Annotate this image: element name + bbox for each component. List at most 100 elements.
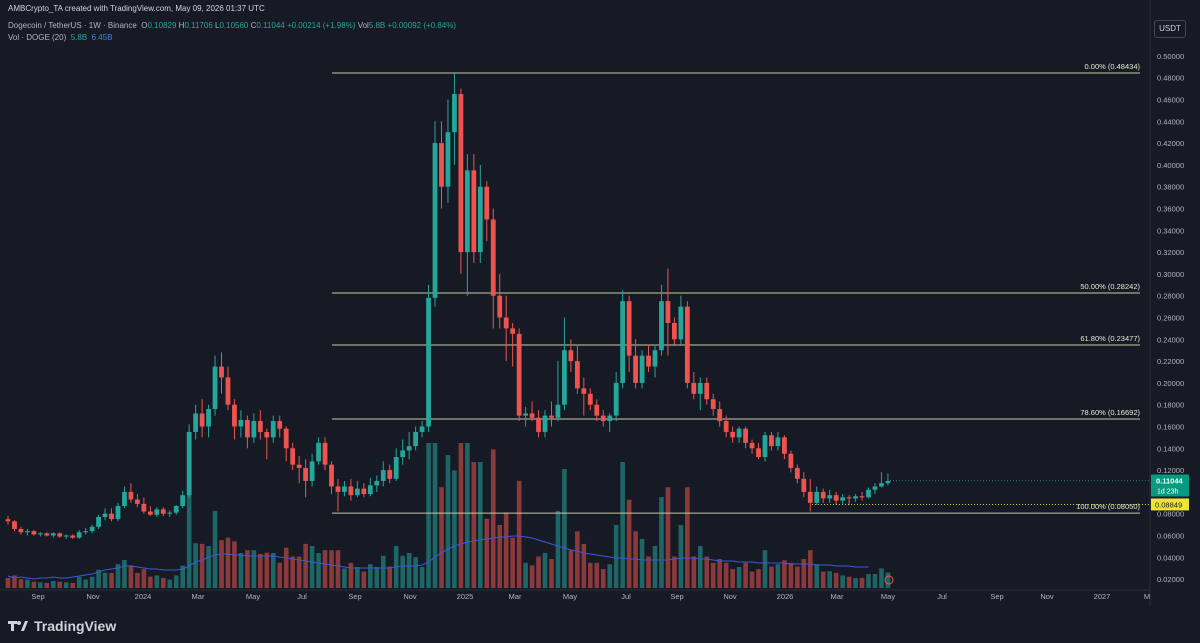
y-tick-label: 0.32000 — [1157, 248, 1184, 257]
volume-indicator-legend[interactable]: Vol · DOGE (20) 5.8B 6.45B — [8, 33, 113, 42]
volume-bar — [503, 512, 509, 588]
candle-body — [464, 170, 470, 253]
candle-body — [633, 355, 638, 383]
candle-body — [672, 322, 677, 340]
last-price-badge — [1151, 474, 1189, 497]
volume-bar — [238, 553, 244, 588]
volume-bar — [38, 582, 43, 588]
volume-bar — [439, 487, 444, 588]
candle-body — [251, 421, 257, 438]
candle-body — [70, 535, 76, 538]
y-tick-label: 0.20000 — [1157, 379, 1184, 388]
candle-body — [232, 404, 237, 427]
volume-bar — [342, 568, 347, 588]
volume-bar — [335, 550, 341, 588]
volume-bar — [788, 562, 794, 588]
volume-bar — [193, 543, 198, 588]
candle-body — [154, 509, 160, 515]
footer-bar — [0, 606, 1200, 643]
volume-bar — [484, 518, 490, 588]
currency-button[interactable]: USDT — [1154, 20, 1186, 38]
x-tick-label: Nov — [86, 592, 100, 601]
candle-body — [678, 306, 684, 340]
candle-body — [290, 448, 296, 465]
volume-bar — [206, 546, 211, 588]
chart-credit: AMBCrypto_TA created with TradingView.co… — [8, 4, 265, 13]
volume-bar — [44, 582, 50, 588]
symbol-name[interactable]: Dogecoin / TetherUS · 1W · Binance — [8, 21, 137, 30]
volume-bar — [219, 540, 224, 588]
volume-bar — [445, 455, 451, 588]
candle-body — [173, 506, 179, 513]
candle-body — [827, 495, 833, 499]
candle-body — [348, 486, 354, 496]
high-label: H — [178, 21, 185, 30]
y-tick-label: 0.36000 — [1157, 205, 1184, 214]
volume-bar — [697, 546, 703, 588]
volume-bar — [419, 567, 425, 588]
low-value: 0.10560 — [219, 21, 249, 30]
y-tick-label: 0.30000 — [1157, 270, 1184, 279]
volume-bar — [31, 581, 37, 588]
candle-body — [160, 509, 166, 514]
close-label: C — [250, 21, 257, 30]
candle-body — [587, 393, 593, 405]
volume-bar — [83, 579, 88, 588]
symbol-ohlc-legend[interactable]: Dogecoin / TetherUS · 1W · Binance O0.10… — [8, 21, 456, 30]
candle-body — [497, 295, 503, 318]
candle-body — [322, 442, 328, 465]
candle-body — [109, 513, 114, 520]
volume-bar — [600, 569, 606, 588]
x-tick-label: M — [1144, 592, 1150, 601]
y-tick-label: 0.50000 — [1157, 52, 1184, 61]
volume-bar — [691, 556, 697, 588]
candle-body — [581, 388, 587, 394]
volume-bar — [186, 494, 192, 588]
volume-bar — [497, 525, 503, 588]
volume-bar — [406, 553, 412, 588]
candle-body — [730, 431, 736, 438]
volume-bar — [594, 562, 600, 588]
volume-bar — [290, 556, 295, 588]
x-tick-label: Sep — [990, 592, 1003, 601]
x-tick-label: Sep — [670, 592, 683, 601]
volume-bar — [704, 556, 710, 588]
candle-body — [147, 511, 153, 515]
candle-body — [5, 519, 11, 522]
price-change: +0.00214 (+1.98%) — [286, 21, 356, 30]
candle-body — [25, 531, 30, 533]
low-label: L — [215, 21, 220, 30]
candle-body — [736, 428, 742, 438]
y-tick-label: 0.42000 — [1157, 139, 1184, 148]
candle-body — [439, 143, 444, 187]
candle-body — [96, 516, 101, 527]
candle-body — [57, 533, 63, 537]
candle-body — [452, 94, 457, 133]
volume-bar — [63, 582, 69, 588]
volume-bar — [665, 487, 671, 588]
open-value: 0.10829 — [147, 21, 177, 30]
volume-bar — [212, 511, 218, 588]
candle-body — [536, 417, 541, 432]
candle-body — [180, 495, 186, 507]
volume-bar — [575, 531, 580, 588]
volume-bar — [12, 575, 17, 588]
volume-bar — [465, 443, 470, 588]
volume-bar — [672, 556, 677, 588]
candle-body — [400, 450, 406, 458]
volume-bar — [795, 566, 800, 588]
candle-body — [659, 301, 664, 351]
tradingview-logo[interactable]: TradingView — [8, 618, 116, 634]
volume-bar — [102, 572, 108, 588]
candle-body — [329, 464, 334, 487]
candle-body — [549, 415, 554, 418]
volume-bar — [769, 566, 774, 588]
volume-bar — [581, 543, 587, 588]
volume-bar — [89, 576, 95, 588]
y-tick-label: 0.38000 — [1157, 183, 1184, 192]
y-tick-label: 0.48000 — [1157, 74, 1184, 83]
candle-body — [542, 415, 548, 432]
candle-body — [135, 499, 140, 504]
volume-bar — [18, 579, 24, 588]
